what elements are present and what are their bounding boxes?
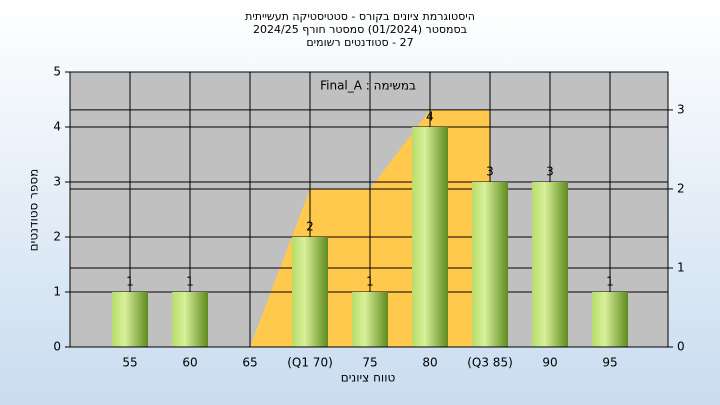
chart-subtitle: בסמסטר (01/2024) סמסטר חורף 2024/25 — [253, 23, 467, 36]
plot-border — [69, 71, 669, 348]
y2-tick-label: 0 — [677, 340, 685, 354]
x-axis-label: טווח ציונים — [341, 371, 396, 385]
bar — [532, 182, 568, 347]
x-tick-label: 80 — [422, 356, 437, 370]
y-axis-label: מספר סטודנטים — [27, 169, 41, 252]
chart-subtitle: 27 - סטודנטים רשומים — [306, 36, 413, 49]
bar — [292, 237, 328, 347]
legend-label: Final_A : במשימה — [320, 79, 416, 93]
y2-tick-label: 3 — [677, 102, 685, 116]
value-label: 1 — [126, 275, 134, 289]
x-tick-label: 55 — [122, 356, 137, 370]
value-label: 3 — [546, 165, 554, 179]
bar — [412, 127, 448, 347]
y-tick-label: 5 — [53, 65, 61, 79]
value-label: 4 — [426, 110, 434, 124]
bar — [352, 292, 388, 347]
bar — [112, 292, 148, 347]
bar — [172, 292, 208, 347]
y-tick-label: 4 — [53, 120, 61, 134]
y2-tick-label: 1 — [677, 260, 685, 274]
y2-tick-label: 2 — [677, 181, 685, 195]
x-tick-label: 90 — [542, 356, 557, 370]
x-tick-label: 75 — [362, 356, 377, 370]
x-tick-label: 95 — [602, 356, 617, 370]
x-tick-label: (Q3 85) — [467, 356, 513, 370]
x-tick-label: (Q1 70) — [287, 356, 333, 370]
bar — [472, 182, 508, 347]
y-tick-label: 1 — [53, 285, 61, 299]
x-tick-label: 60 — [182, 356, 197, 370]
value-label: 1 — [606, 275, 614, 289]
value-label: 1 — [366, 275, 374, 289]
value-label: 1 — [186, 275, 194, 289]
bar — [592, 292, 628, 347]
x-tick-label: 65 — [242, 356, 257, 370]
value-label: 2 — [306, 220, 314, 234]
y-tick-label: 2 — [53, 230, 61, 244]
y-tick-label: 0 — [53, 340, 61, 354]
y-tick-label: 3 — [53, 175, 61, 189]
chart-title: היסטוגרמת ציונים בקורס - סטטיסטיקה תעשיי… — [245, 10, 475, 23]
value-label: 3 — [486, 165, 494, 179]
